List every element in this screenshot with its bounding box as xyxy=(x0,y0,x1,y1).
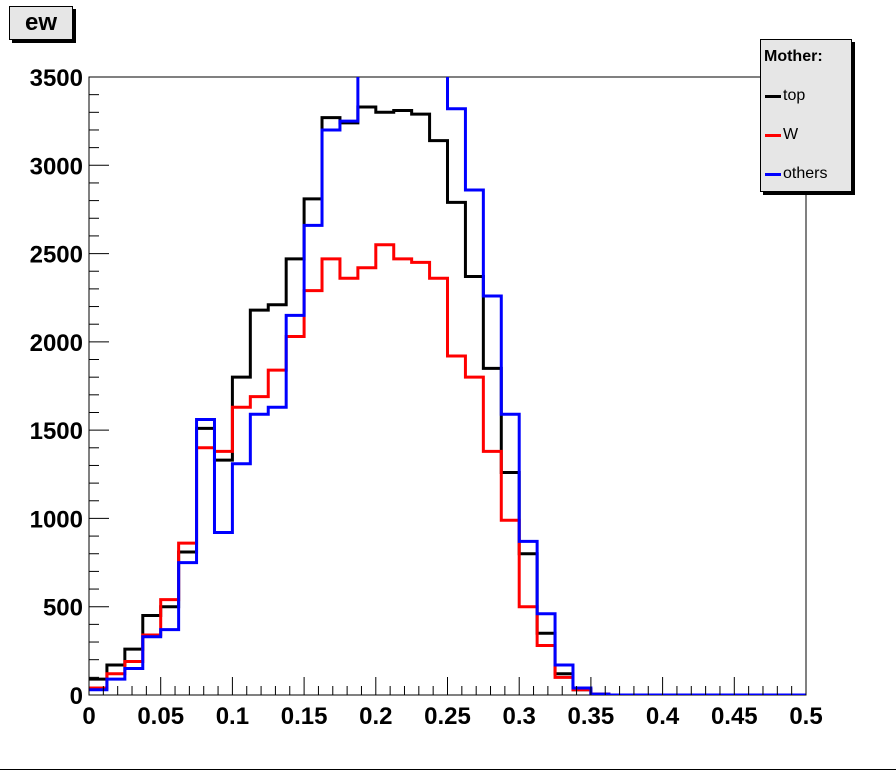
x-tick-label: 0.45 xyxy=(711,703,758,730)
legend-swatch-top xyxy=(765,94,781,98)
legend-swatch-others xyxy=(765,172,781,176)
legend-header: Mother: xyxy=(764,48,823,65)
y-tick-label: 500 xyxy=(43,595,83,622)
x-tick-label: 0 xyxy=(82,703,95,730)
legend-label-w: W xyxy=(783,126,799,143)
legend-entry-w: W xyxy=(765,125,798,145)
legend-entry-others: others xyxy=(765,164,827,184)
legend-label-top: top xyxy=(783,87,806,104)
series-others-line xyxy=(89,77,806,695)
chart-title: ew xyxy=(9,6,73,40)
legend-swatch-w xyxy=(765,133,781,137)
y-tick-label: 2500 xyxy=(30,242,83,269)
x-tick-label: 0.15 xyxy=(281,703,328,730)
y-tick-label: 1500 xyxy=(30,418,83,445)
legend: Mother: top W others xyxy=(760,39,852,192)
y-tick-label: 2000 xyxy=(30,330,83,357)
canvas-bottom-border xyxy=(0,769,896,770)
series-top-line xyxy=(89,105,806,695)
x-tick-label: 0.3 xyxy=(503,703,536,730)
y-tick-label: 3000 xyxy=(30,153,83,180)
y-tick-label: 3500 xyxy=(30,65,83,92)
x-tick-label: 0.5 xyxy=(789,703,822,730)
x-tick-label: 0.25 xyxy=(424,703,471,730)
legend-label-others: others xyxy=(783,165,828,182)
legend-entry-top: top xyxy=(765,86,805,106)
x-tick-label: 0.1 xyxy=(216,703,249,730)
x-tick-label: 0.35 xyxy=(568,703,615,730)
y-tick-label: 0 xyxy=(70,683,83,710)
x-tick-label: 0.4 xyxy=(646,703,680,730)
x-tick-label: 0.2 xyxy=(359,703,392,730)
y-tick-label: 1000 xyxy=(30,506,83,533)
x-tick-label: 0.05 xyxy=(137,703,184,730)
